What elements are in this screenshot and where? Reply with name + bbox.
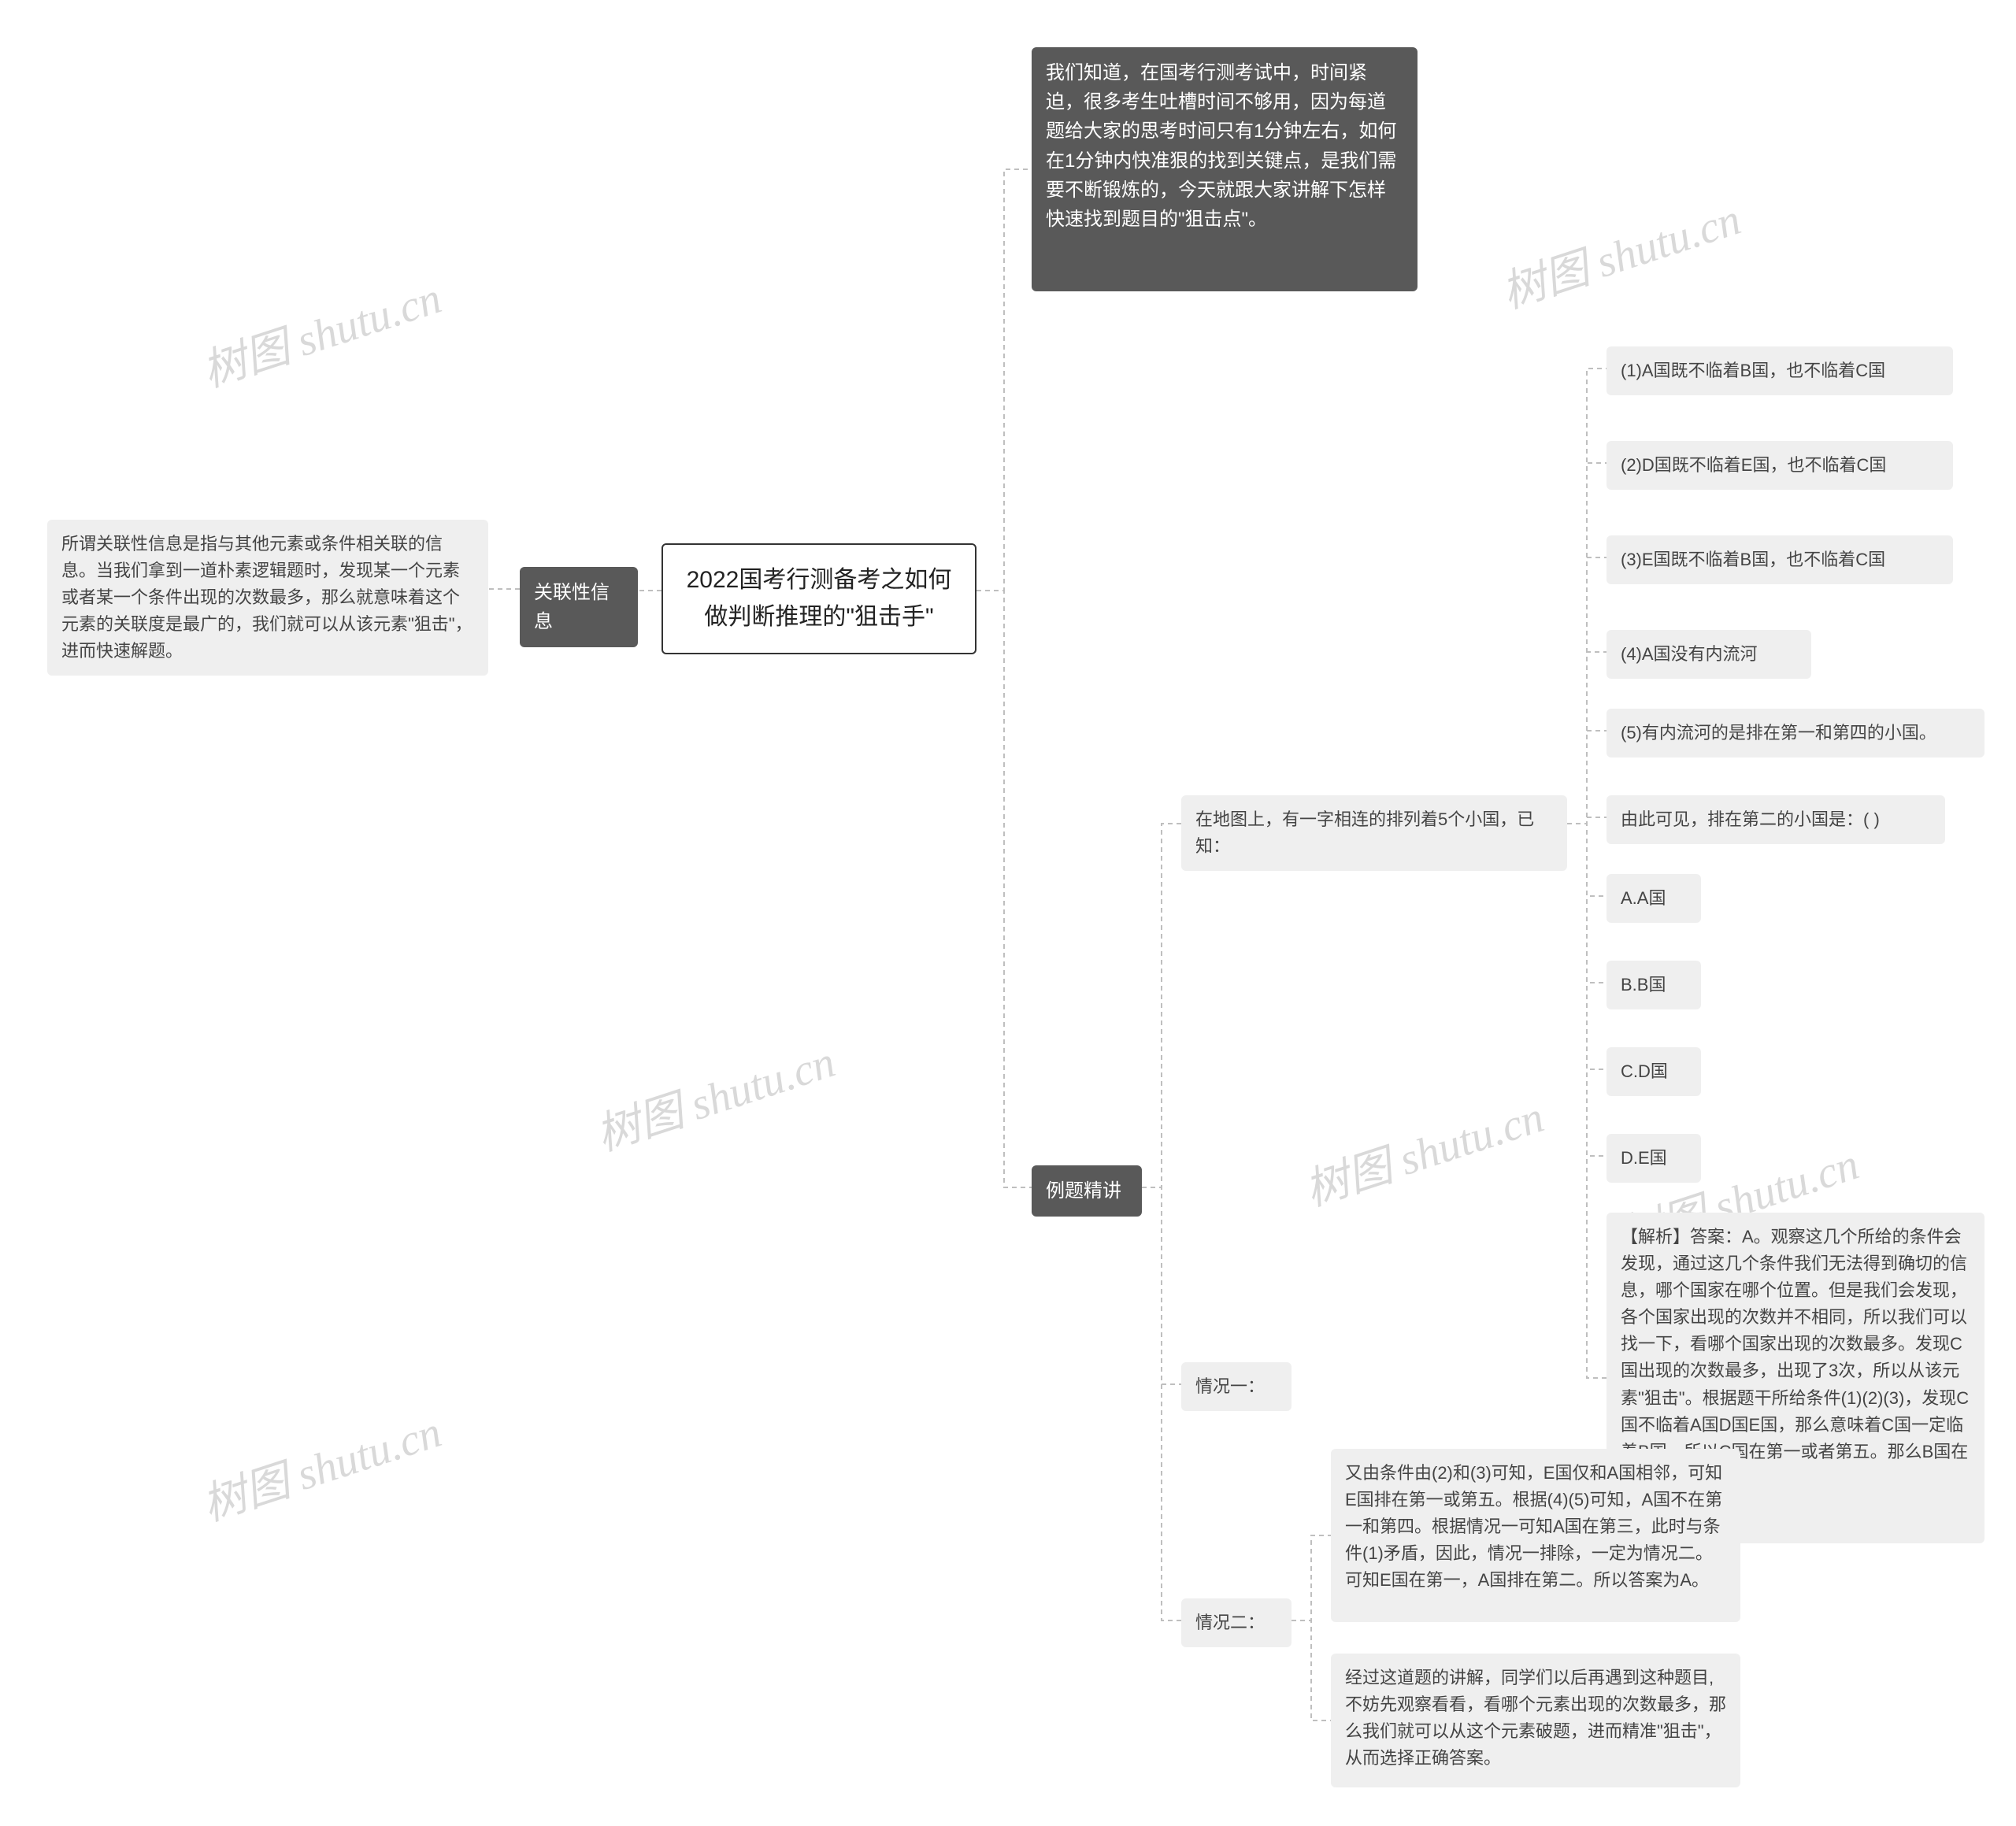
condition-5: (5)有内流河的是排在第一和第四的小国。: [1606, 709, 1984, 757]
watermark: 树图 shutu.cn: [1492, 183, 1747, 320]
question-line: 由此可见，排在第二的小国是：( ): [1606, 795, 1945, 844]
intro-node: 我们知道，在国考行测考试中，时间紧迫，很多考生吐槽时间不够用，因为每道题给大家的…: [1032, 47, 1418, 291]
root-line2: 做判断推理的"狙击手": [684, 599, 954, 636]
question-stem: 在地图上，有一字相连的排列着5个小国，已知：: [1181, 795, 1567, 871]
case-2-label: 情况二：: [1181, 1598, 1292, 1647]
case-2-text-2: 经过这道题的讲解，同学们以后再遇到这种题目,不妨先观察看看，看哪个元素出现的次数…: [1331, 1654, 1740, 1787]
option-b: B.B国: [1606, 961, 1701, 1009]
example-section-label: 例题精讲: [1032, 1165, 1142, 1217]
condition-1: (1)A国既不临着B国，也不临着C国: [1606, 346, 1953, 395]
watermark: 树图 shutu.cn: [193, 1396, 448, 1533]
condition-4: (4)A国没有内流河: [1606, 630, 1811, 679]
root-node: 2022国考行测备考之如何 做判断推理的"狙击手": [662, 543, 976, 654]
condition-3: (3)E国既不临着B国，也不临着C国: [1606, 535, 1953, 584]
left-branch-label: 关联性信息: [520, 567, 638, 647]
left-branch-text: 所谓关联性信息是指与其他元素或条件相关联的信息。当我们拿到一道朴素逻辑题时，发现…: [47, 520, 488, 676]
case-1-label: 情况一：: [1181, 1362, 1292, 1411]
watermark: 树图 shutu.cn: [193, 262, 448, 399]
watermark: 树图 shutu.cn: [587, 1026, 842, 1163]
condition-2: (2)D国既不临着E国，也不临着C国: [1606, 441, 1953, 490]
case-2-text-1: 又由条件由(2)和(3)可知，E国仅和A国相邻，可知E国排在第一或第五。根据(4…: [1331, 1449, 1740, 1622]
option-d: D.E国: [1606, 1134, 1701, 1183]
watermark: 树图 shutu.cn: [1295, 1081, 1551, 1218]
option-a: A.A国: [1606, 874, 1701, 923]
option-c: C.D国: [1606, 1047, 1701, 1096]
root-line1: 2022国考行测备考之如何: [684, 562, 954, 599]
